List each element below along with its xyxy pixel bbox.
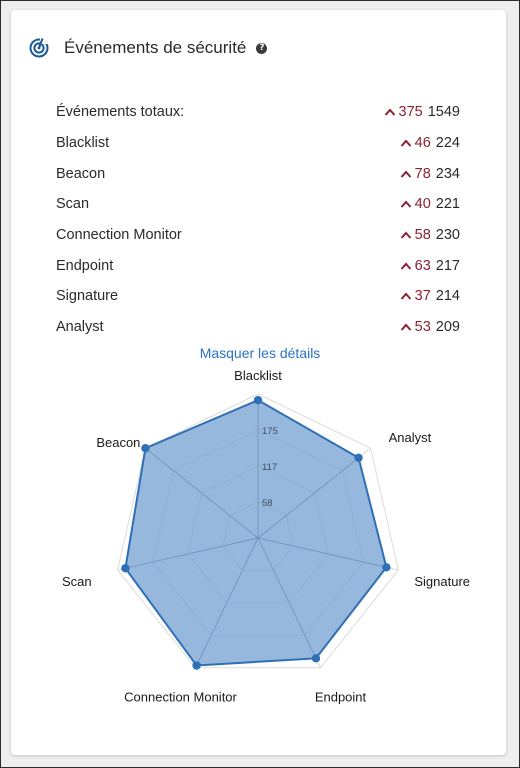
- summary-values: 375 1549: [384, 104, 460, 120]
- card-title: Événements de sécurité: [64, 38, 247, 57]
- axis-label: Blacklist: [234, 368, 282, 383]
- trend-up-icon: [400, 231, 411, 239]
- summary-values: 78 234: [400, 166, 460, 182]
- summary-label: Événements totaux:: [56, 104, 185, 121]
- series-area: [124, 399, 388, 667]
- hide-details-link[interactable]: Masquer les détails: [199, 345, 321, 361]
- series-spoke: [125, 537, 259, 569]
- help-icon[interactable]: ?: [256, 42, 268, 54]
- summary-row: Connection Monitor 58 230: [56, 220, 460, 251]
- summary-row: Signature 37 214: [56, 281, 460, 312]
- summary-label: Connection Monitor: [56, 227, 182, 244]
- trend-up-icon: [400, 200, 411, 209]
- axis-label: Scan: [62, 574, 92, 589]
- summary-total: 209: [435, 319, 460, 336]
- data-point: [121, 564, 130, 573]
- summary-delta: 46: [414, 135, 431, 152]
- tick-label: 58: [262, 498, 273, 509]
- summary-delta: 375: [398, 104, 423, 121]
- summary-label: Endpoint: [56, 257, 114, 274]
- summary-total: 234: [435, 165, 460, 182]
- data-point: [192, 661, 201, 670]
- inner-grid-ring: [152, 429, 364, 636]
- grid-ring: [117, 393, 399, 669]
- axis-label: Signature: [414, 574, 470, 589]
- summary-total: 230: [435, 227, 460, 244]
- radar-icon: [29, 37, 50, 58]
- summary-row: Scan 40 221: [56, 189, 460, 220]
- summary-values: 40 221: [400, 196, 460, 212]
- summary-total: 221: [435, 196, 460, 213]
- summary-total: 217: [435, 257, 460, 274]
- summary-row: Blacklist 46 224: [56, 128, 460, 159]
- trend-up-icon: [400, 262, 411, 270]
- summary-delta: 63: [414, 257, 431, 274]
- series-spoke: [257, 537, 317, 659]
- summary-delta: 37: [414, 288, 431, 305]
- axis-label: Beacon: [96, 435, 140, 450]
- inner-grid-ring: [222, 501, 294, 571]
- axis-label: Endpoint: [315, 690, 367, 705]
- summary-label: Blacklist: [56, 135, 110, 152]
- summary-delta: 58: [414, 227, 431, 244]
- axis-label: Analyst: [389, 430, 432, 445]
- summary-values: 63 217: [400, 258, 460, 274]
- summary-label: Scan: [56, 196, 90, 213]
- summary-values: 46 224: [400, 135, 460, 151]
- trend-up-icon: [400, 323, 411, 331]
- series-spoke: [257, 457, 359, 539]
- summary-label: Beacon: [56, 165, 106, 182]
- summary-row: Événements totaux: 375 1549: [56, 97, 460, 128]
- data-point: [354, 453, 363, 463]
- trend-up-icon: [384, 108, 395, 117]
- summary-values: 58 230: [400, 227, 460, 243]
- summary-label: Signature: [56, 288, 119, 305]
- tick-label: 117: [262, 462, 277, 473]
- summary-row: Beacon 78 234: [56, 158, 460, 189]
- summary-delta: 78: [414, 165, 431, 182]
- summary-label: Analyst: [56, 319, 104, 336]
- data-point: [311, 654, 321, 663]
- summary-total: 224: [435, 135, 460, 152]
- radar-chart: 58 117 175 Blacklist Analyst Signature Endpoin…: [62, 368, 470, 705]
- summary-total: 1549: [427, 104, 460, 121]
- inner-grid-ring: [187, 465, 329, 604]
- summary-delta: 53: [414, 319, 431, 336]
- summary-values: 53 209: [400, 319, 460, 335]
- series-spoke: [257, 537, 387, 568]
- summary-total: 214: [435, 288, 460, 305]
- summary-values: 37 214: [400, 288, 460, 304]
- card-header: Événements de sécurité ?: [28, 36, 268, 60]
- data-point: [382, 563, 391, 572]
- trend-up-icon: [400, 292, 411, 301]
- axis-label: Connection Monitor: [124, 690, 237, 705]
- summary-delta: 40: [414, 196, 431, 213]
- summary-row: Analyst 53 209: [56, 312, 460, 343]
- trend-up-icon: [400, 170, 411, 178]
- series-spoke: [196, 537, 259, 666]
- trend-up-icon: [400, 139, 411, 147]
- data-point: [253, 395, 263, 405]
- data-point: [141, 444, 150, 453]
- summary-list: Événements totaux: 375 1549 Blacklist 46 224 B…: [56, 97, 460, 343]
- summary-row: Endpoint 63 217: [56, 250, 460, 281]
- tick-label: 175: [262, 426, 278, 437]
